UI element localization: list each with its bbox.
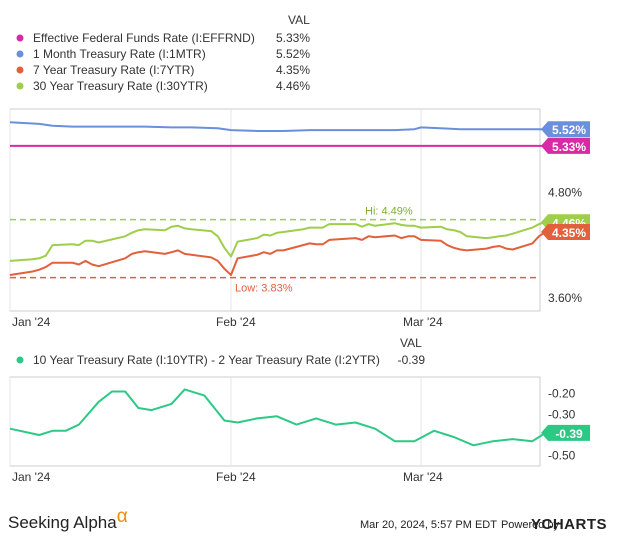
top-legend-item[interactable]: 1 Month Treasury Rate (I:1MTR) 5.52% [16,47,311,61]
footer-timestamp: Mar 20, 2024, 5:57 PM EDT Powered by [360,519,560,531]
legend-dot-effr [16,34,24,42]
end-value-label: -0.39 [541,424,590,441]
legend-value-30ytr: 4.46% [276,79,310,93]
end-value-text: -0.39 [555,427,583,441]
x-tick-label-jan-b: Jan '24 [12,470,51,484]
legend-label-7ytr: 7 Year Treasury Rate (I:7YTR) [33,63,194,77]
end-value-text: 4.35% [552,226,586,240]
x-tick-label-feb: Feb '24 [216,315,256,329]
y-tick-label-1: -0.30 [548,407,576,421]
x-tick-label-feb-b: Feb '24 [216,470,256,484]
seeking-alpha-wordmark: Seeking Alpha [8,513,117,532]
top-legend-item[interactable]: 30 Year Treasury Rate (I:30YTR) 4.46% [16,79,311,93]
series-line-1-month-treasury-rate-i-1mtr[interactable] [9,121,546,132]
top-panel-frame [9,108,541,312]
legend-dot-spread [16,356,24,364]
legend-dot-30ytr [16,82,24,90]
legend-value-spread: -0.39 [398,353,426,367]
bottom-legend-header: VAL [400,336,422,350]
top-legend: VAL Effective Federal Funds Rate (I:EFFR… [16,13,311,93]
top-legend-item[interactable]: Effective Federal Funds Rate (I:EFFRND) … [16,31,311,45]
end-value-text: 5.33% [552,140,586,154]
end-value-flag [541,223,590,240]
end-value-flag [541,121,590,138]
end-value-label: 5.52% [541,121,590,138]
low-annotation: Low: 3.83% [235,283,293,295]
top-legend-item[interactable]: 7 Year Treasury Rate (I:7YTR) 4.35% [16,63,311,77]
ycharts-logo[interactable]: YCHARTS [531,516,607,533]
ycharts-wordmark: YCHARTS [531,516,607,533]
end-value-flag [541,137,590,154]
series-line-7-year-treasury-rate-i-7ytr[interactable] [9,231,547,276]
hi-annotation: Hi: 4.49% [365,206,413,218]
x-tick-label-mar-b: Mar '24 [403,470,443,484]
series-line-10-year-treasury-rate-i-10ytr-2-year-tre[interactable] [9,388,547,447]
y-tick-label-0: -0.20 [548,387,576,401]
top-legend-header: VAL [288,13,310,27]
legend-label-1mtr: 1 Month Treasury Rate (I:1MTR) [33,47,206,61]
y-tick-label-1: 3.60% [548,291,582,305]
bottom-panel-frame [9,376,541,467]
legend-value-effr: 5.33% [276,31,310,45]
end-value-flag [541,424,590,441]
legend-label-30ytr: 30 Year Treasury Rate (I:30YTR) [33,79,208,93]
end-value-label: 5.33% [541,137,590,154]
x-tick-label-jan: Jan '24 [12,315,51,329]
legend-value-7ytr: 4.35% [276,63,310,77]
end-value-text: 5.52% [552,123,586,137]
legend-dot-1mtr [16,50,24,58]
bottom-legend: VAL 10 Year Treasury Rate (I:10YTR) - 2 … [16,336,426,367]
seeking-alpha-logo[interactable]: Seeking Alphaα [8,506,128,532]
legend-value-1mtr: 5.52% [276,47,310,61]
legend-label-effr: Effective Federal Funds Rate (I:EFFRND) [33,31,255,45]
footer: Seeking Alphaα Mar 20, 2024, 5:57 PM EDT… [8,506,607,533]
legend-dot-7ytr [16,66,24,74]
bottom-legend-item[interactable]: 10 Year Treasury Rate (I:10YTR) - 2 Year… [16,353,426,367]
y-tick-label-2: -0.50 [548,449,576,463]
legend-label-spread: 10 Year Treasury Rate (I:10YTR) - 2 Year… [33,353,380,367]
end-value-label: 4.35% [541,223,590,240]
x-tick-label-mar: Mar '24 [403,315,443,329]
alpha-mark-icon: α [117,506,128,527]
y-tick-label-0: 4.80% [548,185,582,199]
series-line-30-year-treasury-rate-i-30ytr[interactable] [9,221,546,262]
